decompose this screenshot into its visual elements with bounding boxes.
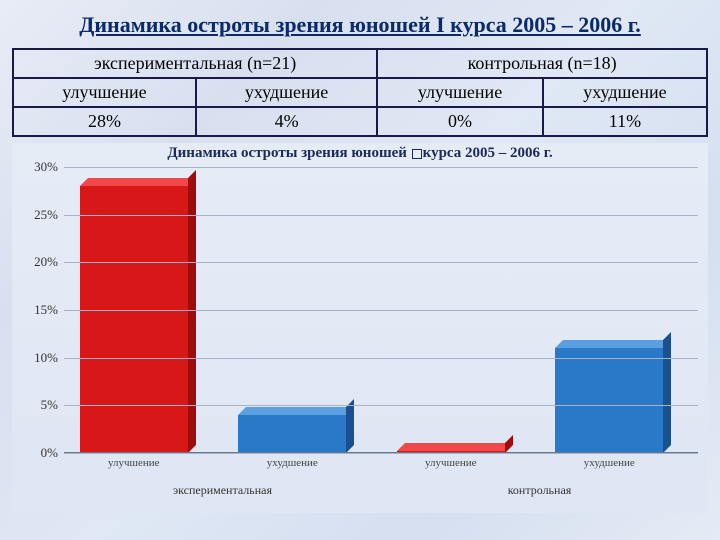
- col-header: улучшение: [13, 78, 196, 107]
- chart-title-post: курса 2005 – 2006 г.: [423, 145, 553, 161]
- data-table: экспериментальная (n=21) контрольная (n=…: [12, 48, 708, 137]
- group-header-ctrl: контрольная (n=18): [377, 49, 707, 78]
- x-tick-label: улучшение: [108, 457, 160, 469]
- cell-value: 28%: [13, 107, 196, 136]
- chart-title-pre: Динамика остроты зрения юношей: [167, 145, 410, 161]
- cell-value: 11%: [543, 107, 707, 136]
- gridline: [64, 453, 698, 454]
- x-tick-label: ухудшение: [267, 457, 318, 469]
- x-axis-labels: улучшение ухудшение улучшение ухудшение: [64, 457, 698, 477]
- gridline: [64, 262, 698, 263]
- group-header-exp: экспериментальная (n=21): [13, 49, 377, 78]
- y-tick-label: 25%: [34, 207, 58, 223]
- col-header: ухудшение: [543, 78, 707, 107]
- y-tick-label: 15%: [34, 302, 58, 318]
- y-tick-label: 5%: [41, 397, 58, 413]
- gridline: [64, 405, 698, 406]
- y-axis: 0%5%10%15%20%25%30%: [12, 167, 62, 453]
- group-labels: экспериментальная контрольная: [64, 483, 698, 503]
- bar: [555, 348, 663, 453]
- table-row-vals: 28% 4% 0% 11%: [13, 107, 707, 136]
- table-row-cols: улучшение ухудшение улучшение ухудшение: [13, 78, 707, 107]
- gridline: [64, 167, 698, 168]
- cell-value: 0%: [377, 107, 543, 136]
- y-tick-label: 10%: [34, 350, 58, 366]
- cell-value: 4%: [196, 107, 377, 136]
- y-tick-label: 30%: [34, 159, 58, 175]
- group-label: экспериментальная: [173, 483, 272, 498]
- y-tick-label: 20%: [34, 254, 58, 270]
- slide-title: Динамика остроты зрения юношей I курса 2…: [12, 12, 708, 38]
- x-tick-label: улучшение: [425, 457, 477, 469]
- col-header: улучшение: [377, 78, 543, 107]
- gridline: [64, 310, 698, 311]
- chart-title: Динамика остроты зрения юношей курса 200…: [12, 145, 708, 162]
- group-label: контрольная: [508, 483, 572, 498]
- bar-chart: Динамика остроты зрения юношей курса 200…: [12, 143, 708, 513]
- slide-root: Динамика остроты зрения юношей I курса 2…: [0, 0, 720, 540]
- x-tick-label: ухудшение: [584, 457, 635, 469]
- missing-glyph-box: [412, 149, 422, 159]
- table-row-groups: экспериментальная (n=21) контрольная (n=…: [13, 49, 707, 78]
- gridline: [64, 358, 698, 359]
- bar: [80, 186, 188, 453]
- y-tick-label: 0%: [41, 445, 58, 461]
- gridline: [64, 215, 698, 216]
- plot-area: [64, 167, 698, 453]
- col-header: ухудшение: [196, 78, 377, 107]
- bar: [238, 415, 346, 453]
